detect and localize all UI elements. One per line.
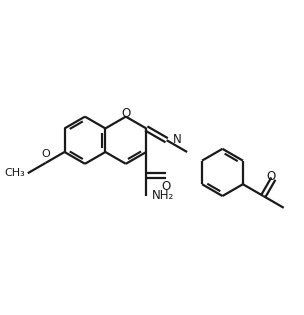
Text: O: O — [41, 149, 50, 159]
Text: N: N — [173, 133, 181, 146]
Text: CH₃: CH₃ — [5, 168, 26, 178]
Text: O: O — [121, 106, 130, 120]
Text: O: O — [266, 170, 276, 183]
Text: O: O — [162, 180, 171, 193]
Text: NH₂: NH₂ — [152, 189, 174, 202]
